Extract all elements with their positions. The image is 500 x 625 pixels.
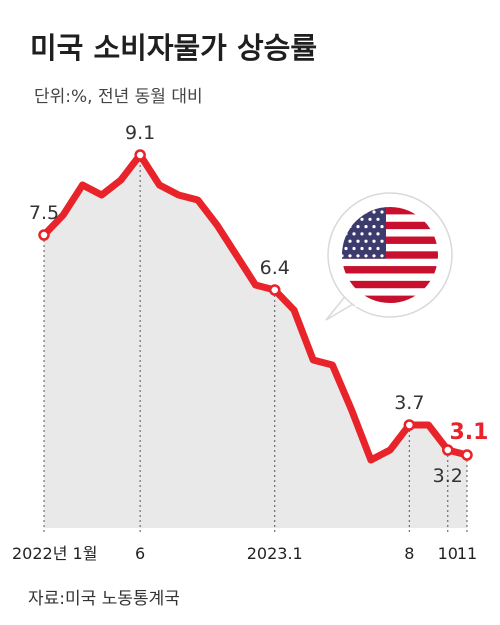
data-label: 6.4 (260, 257, 290, 279)
series-line (40, 151, 471, 464)
series-line-path (40, 151, 471, 464)
data-point (403, 419, 416, 431)
x-tick-label: 2022년 1월 (12, 544, 97, 563)
data-label: 3.7 (394, 392, 424, 414)
us-flag-speech-bubble-icon (325, 192, 453, 321)
series-area (44, 155, 467, 528)
x-tick-label: 11 (457, 544, 477, 563)
chart-title: 미국 소비자물가 상승률 (30, 31, 317, 65)
data-labels: 7.5 9.1 6.4 3.7 3.2 3.1 (29, 122, 489, 487)
data-point (134, 149, 146, 161)
data-label: 7.5 (29, 202, 59, 224)
x-tick-label: 6 (135, 544, 145, 563)
data-label: 3.2 (433, 465, 463, 487)
source-note: 자료:미국 노동통계국 (28, 589, 180, 609)
data-point (38, 229, 50, 241)
x-tick-label: 10 (438, 544, 458, 563)
x-tick-label: 2023.1 (247, 544, 303, 563)
area-fill (44, 155, 467, 528)
guide-lines (43, 155, 468, 534)
data-points (38, 149, 473, 461)
data-point (268, 284, 281, 296)
data-label: 3.1 (450, 420, 489, 445)
x-tick-label: 8 (404, 544, 414, 563)
data-point (461, 449, 473, 461)
chart-subtitle: 단위:%, 전년 동월 대비 (34, 87, 203, 107)
data-label: 9.1 (125, 122, 155, 144)
data-point (442, 444, 454, 456)
